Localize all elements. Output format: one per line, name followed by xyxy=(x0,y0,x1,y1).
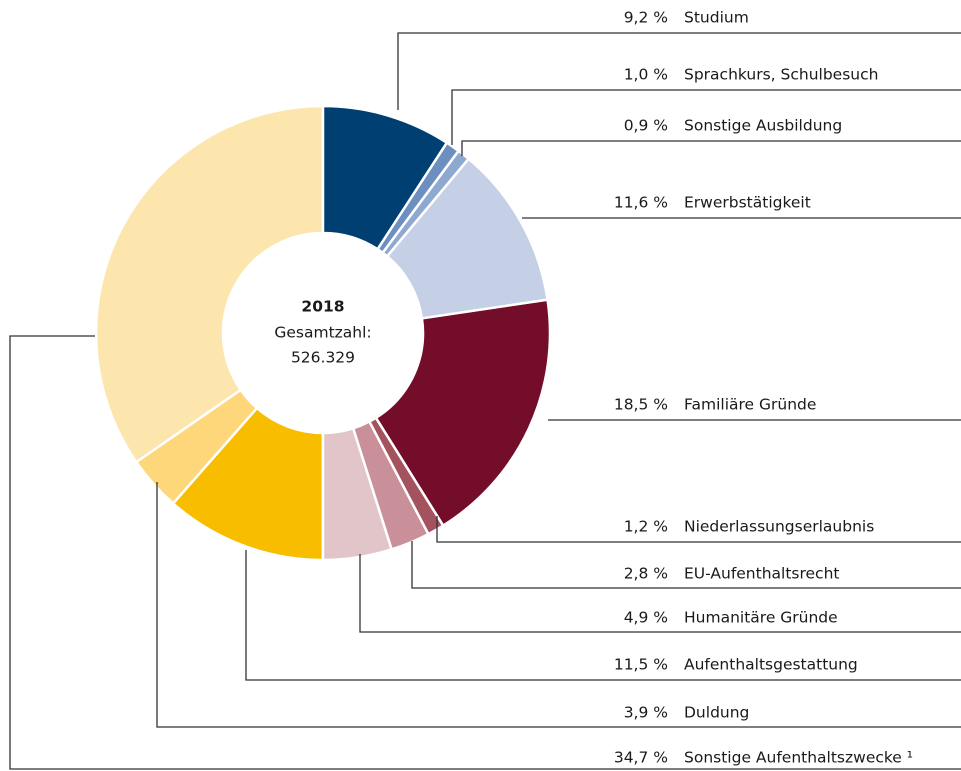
category-label: Humanitäre Gründe xyxy=(684,609,838,627)
value-label: 2,8 % xyxy=(624,565,668,583)
leader-line xyxy=(451,89,961,145)
center-text: 526.329 xyxy=(291,349,355,367)
value-label: 18,5 % xyxy=(614,396,668,414)
donut-slice xyxy=(134,388,259,506)
value-label: 9,2 % xyxy=(624,9,668,27)
center-title: 2018 xyxy=(301,298,344,316)
category-label: Niederlassungserlaubnis xyxy=(684,518,874,536)
leader-line xyxy=(461,140,961,156)
category-label: Sonstige Aufenthaltszwecke ¹ xyxy=(684,749,913,767)
category-label: Erwerbstätigkeit xyxy=(684,194,811,212)
category-label: Sprachkurs, Schulbesuch xyxy=(684,66,878,84)
donut-slice xyxy=(171,406,325,562)
leader-line xyxy=(397,32,961,110)
donut-slice xyxy=(321,426,394,562)
donut-slice xyxy=(94,104,325,464)
donut-slice xyxy=(351,419,431,551)
category-label: Familiäre Gründe xyxy=(684,396,816,414)
category-label: Duldung xyxy=(684,704,749,722)
value-label: 11,6 % xyxy=(614,194,668,212)
leader-line xyxy=(411,541,961,589)
leader-line xyxy=(9,335,961,770)
value-label: 0,9 % xyxy=(624,117,668,135)
value-label: 1,2 % xyxy=(624,518,668,536)
value-label: 11,5 % xyxy=(614,656,668,674)
donut-slice xyxy=(374,298,552,528)
leader-line xyxy=(245,550,961,681)
leader-line xyxy=(359,554,961,633)
value-label: 3,9 % xyxy=(624,704,668,722)
category-label: Sonstige Ausbildung xyxy=(684,117,842,135)
value-label: 34,7 % xyxy=(614,749,668,767)
leader-line xyxy=(436,516,961,543)
value-label: 1,0 % xyxy=(624,66,668,84)
donut-slice xyxy=(385,157,549,320)
category-label: Studium xyxy=(684,9,749,27)
category-label: Aufenthaltsgestattung xyxy=(684,656,858,674)
leader-line xyxy=(156,482,961,728)
center-text: Gesamtzahl: xyxy=(274,324,371,342)
value-label: 4,9 % xyxy=(624,609,668,627)
donut-slice xyxy=(321,104,449,251)
category-label: EU-Aufenthaltsrecht xyxy=(684,565,839,583)
